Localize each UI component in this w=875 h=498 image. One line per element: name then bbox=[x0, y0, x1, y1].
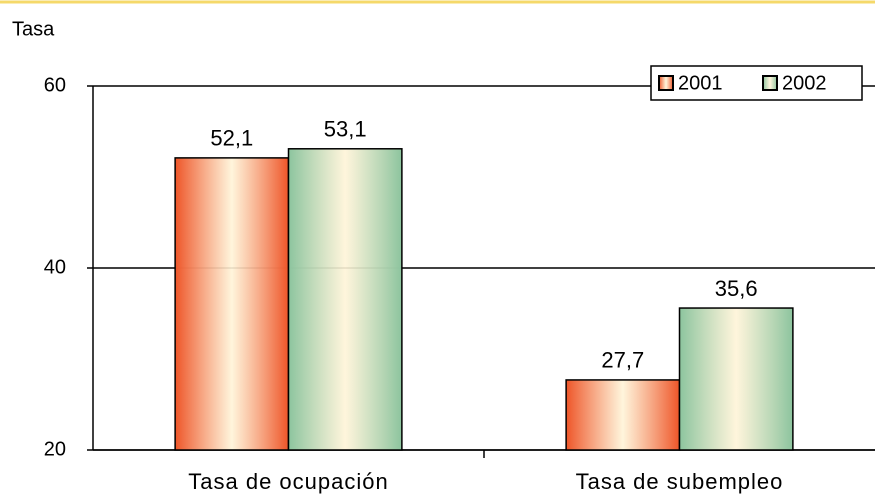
x-tick-label: Tasa de subempleo bbox=[576, 469, 784, 494]
y-tick-label: 60 bbox=[44, 74, 66, 96]
legend-label: 2002 bbox=[782, 72, 827, 94]
y-tick-label: 40 bbox=[44, 256, 66, 278]
bar bbox=[174, 157, 290, 451]
legend-label: 2001 bbox=[678, 72, 723, 94]
legend: 2001 2002 bbox=[650, 65, 863, 101]
legend-swatch bbox=[658, 75, 674, 91]
x-tick-label: Tasa de ocupación bbox=[188, 469, 388, 494]
value-label: 27,7 bbox=[601, 348, 644, 373]
bar bbox=[287, 148, 403, 451]
value-label: 53,1 bbox=[324, 117, 367, 142]
bar bbox=[678, 307, 794, 451]
value-label: 35,6 bbox=[715, 276, 758, 301]
y-axis-label: Tasa bbox=[12, 18, 55, 40]
legend-swatch bbox=[762, 75, 778, 91]
y-tick-label: 20 bbox=[44, 438, 66, 460]
legend-box bbox=[650, 65, 863, 101]
bar bbox=[565, 379, 681, 451]
value-label: 52,1 bbox=[210, 126, 253, 151]
